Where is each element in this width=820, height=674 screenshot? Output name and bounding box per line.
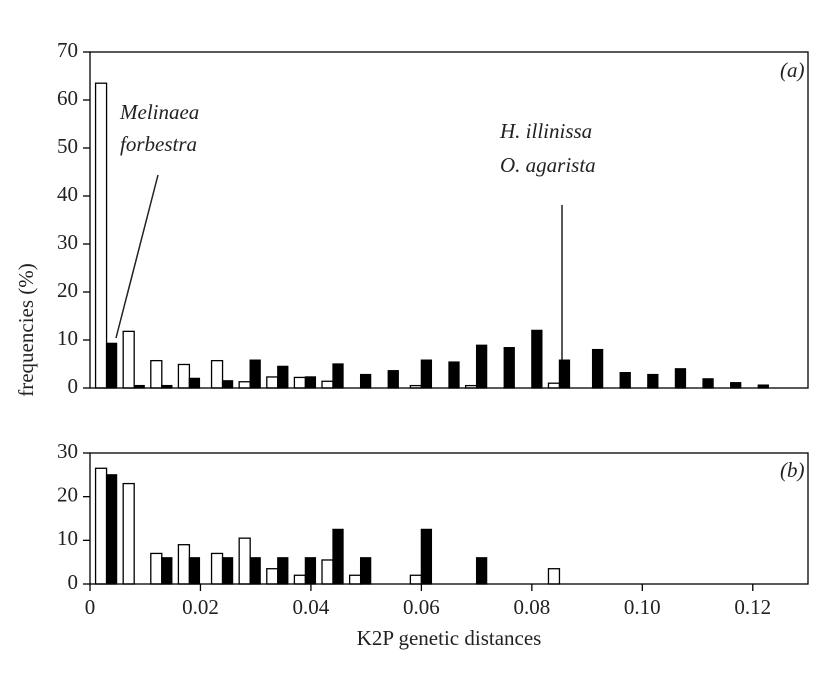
bar [94,82,108,389]
bar [161,557,173,585]
bar [475,344,488,389]
bar [558,359,571,389]
bar [249,557,261,585]
bar [188,557,201,585]
bar [304,376,317,389]
bar [321,559,334,585]
bar [293,574,307,585]
bar [702,378,714,389]
annotation: O. agarista [500,153,596,177]
y-tick-label: 10 [57,526,78,550]
annotation: (b) [780,458,805,482]
bar [266,568,279,585]
bar [266,376,279,389]
bar [359,373,372,389]
bar [277,365,289,389]
bar [221,557,234,585]
bar [359,557,372,585]
x-tick-label: 0.02 [182,595,219,619]
bar [221,380,234,389]
bar [387,370,399,389]
bar [150,359,163,389]
bar [591,348,604,389]
y-tick-label: 50 [57,134,78,158]
x-tick-label: 0.04 [293,595,330,619]
y-tick-label: 20 [57,278,78,302]
bar [674,368,687,389]
bar [177,363,191,389]
bar [619,371,631,389]
x-tick-label: 0 [85,595,96,619]
bar [503,347,515,389]
y-tick-label: 0 [68,374,79,398]
plot-frame [89,452,809,585]
x-tick-label: 0.10 [624,595,661,619]
x-tick-label: 0.06 [403,595,440,619]
bar [348,574,362,585]
plot-frame [89,51,809,389]
bar [420,528,433,585]
bar [105,342,118,389]
bar [277,557,289,585]
bar [122,482,135,585]
x-tick-label: 0.08 [513,595,550,619]
bar [475,557,488,585]
y-tick-label: 60 [57,86,78,110]
bar [249,359,261,389]
bar [304,557,317,585]
bar [547,382,561,389]
y-tick-label: 70 [57,38,78,62]
bar [210,359,224,389]
y-tick-label: 10 [57,326,78,350]
y-tick-label: 40 [57,182,78,206]
y-tick-label: 20 [57,482,78,506]
bar [420,359,433,389]
x-axis-label: K2P genetic distances [357,626,542,650]
y-axis-label: frequencies (%) [14,263,38,397]
y-tick-label: 0 [68,570,79,594]
y-tick-label: 30 [57,439,78,463]
pointer-line [115,174,159,339]
bar [210,552,224,585]
bar [730,382,742,389]
y-tick-label: 30 [57,230,78,254]
bar [238,537,251,585]
bar [547,568,561,585]
bar [238,381,251,389]
bar [647,373,659,389]
bar [321,380,334,389]
bar [122,330,135,389]
bar [409,574,423,585]
bar [531,329,543,389]
annotation: H. illinissa [499,119,592,143]
x-tick-label: 0.12 [734,595,771,619]
bar [94,467,108,585]
bar [293,376,307,389]
bar [188,377,201,389]
bar [150,552,163,585]
bar [332,528,344,585]
bar [448,361,460,389]
bar [177,544,191,585]
annotation: (a) [780,58,805,82]
annotation: forbestra [120,132,197,156]
bar [105,474,118,585]
annotation: Melinaea [119,100,199,124]
bar [332,363,344,389]
